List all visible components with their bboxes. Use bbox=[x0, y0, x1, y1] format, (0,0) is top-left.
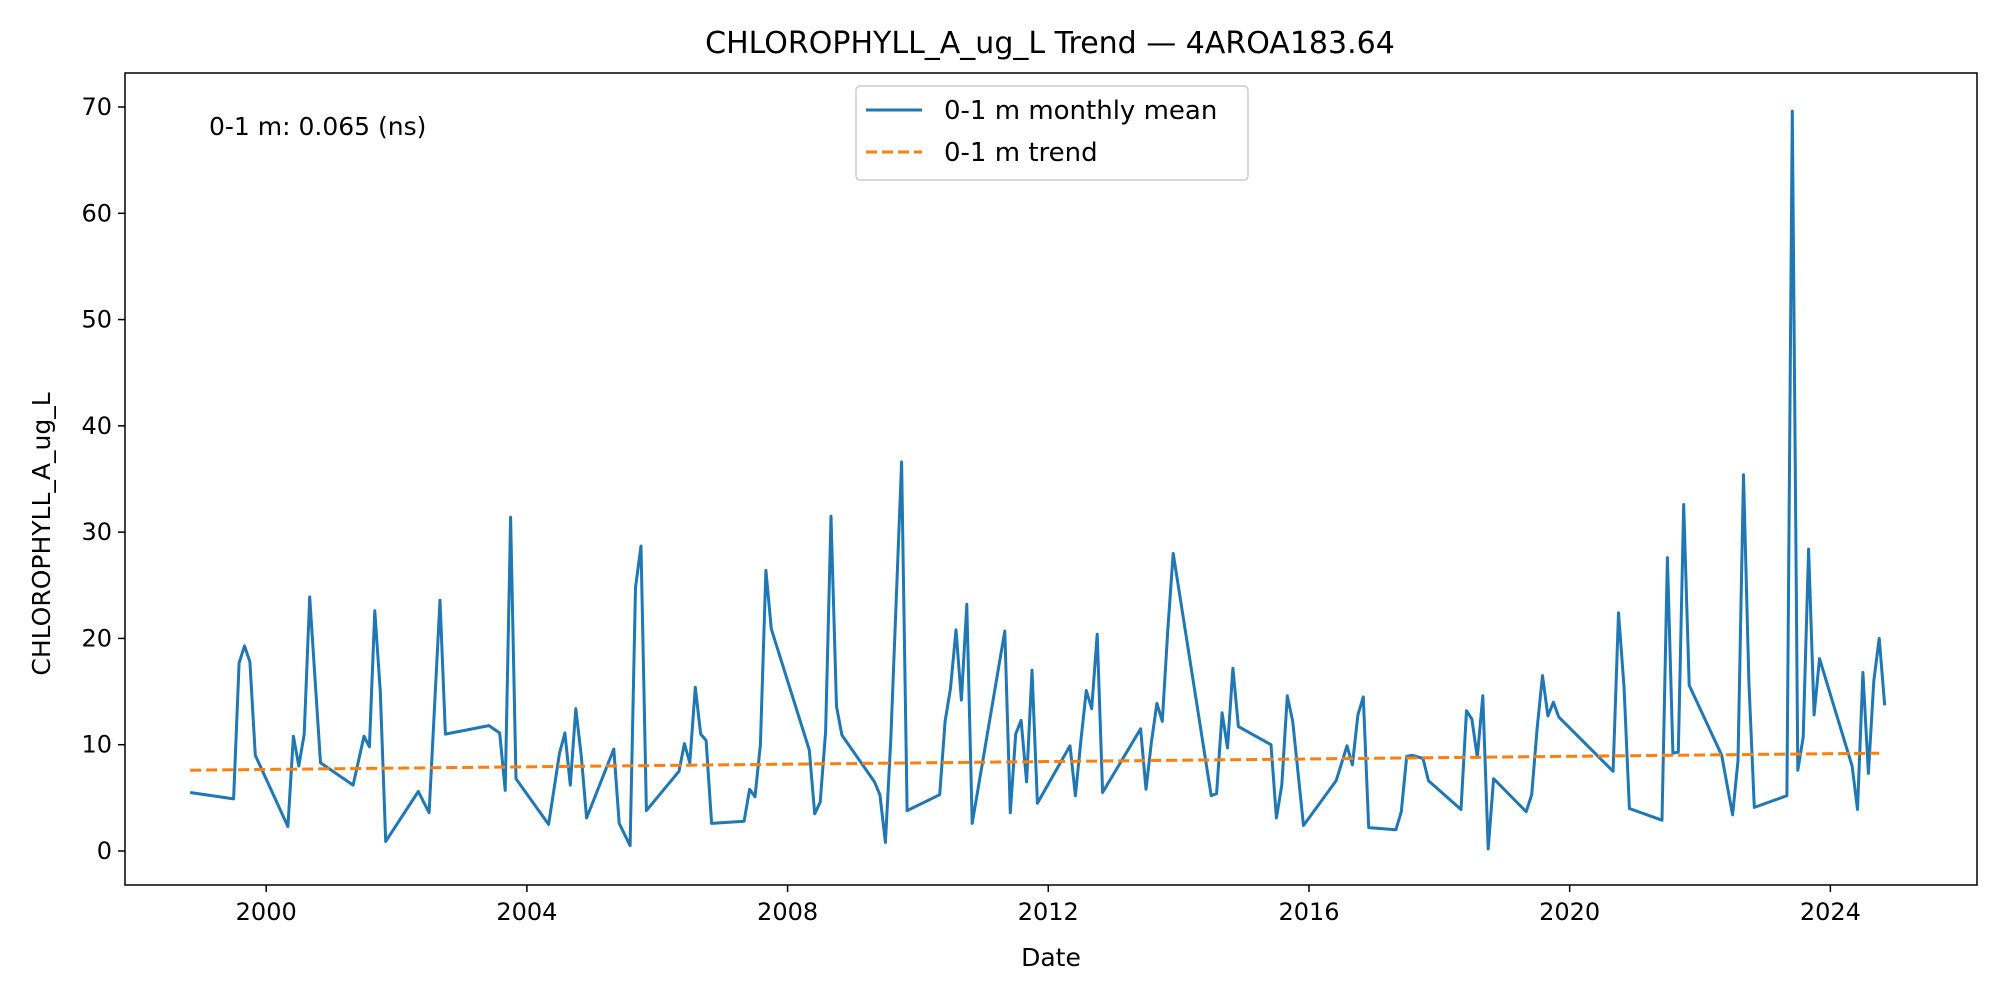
trend-annotation: 0-1 m: 0.065 (ns) bbox=[209, 112, 426, 141]
y-tick-label: 40 bbox=[81, 412, 112, 440]
y-tick-label: 50 bbox=[81, 306, 112, 334]
plot-area: 0 10 20 30 40 50 60 70 2000 2004 2008 2012 2016 2020 2… bbox=[81, 72, 1978, 926]
y-axis-label: CHLOROPHYLL_A_ug_L bbox=[27, 392, 56, 675]
legend-box bbox=[855, 85, 1249, 181]
x-tick-label: 2020 bbox=[1539, 898, 1600, 926]
x-tick-label: 2024 bbox=[1800, 898, 1861, 926]
chart-title: CHLOROPHYLL_A_ug_L Trend — 4AROA183.64 bbox=[705, 26, 1395, 61]
x-tick-label: 2000 bbox=[236, 898, 297, 926]
y-tick-label: 30 bbox=[81, 518, 112, 546]
y-tick-label: 60 bbox=[81, 199, 112, 227]
x-tick-label: 2008 bbox=[757, 898, 818, 926]
x-tick-label: 2016 bbox=[1278, 898, 1339, 926]
axes-frame bbox=[124, 72, 1978, 886]
x-axis-label: Date bbox=[1021, 943, 1081, 972]
series-line-monthly-mean bbox=[189, 109, 1887, 851]
y-tick-label: 0 bbox=[97, 837, 112, 865]
y-tick-label: 70 bbox=[81, 93, 112, 121]
y-tick-label: 20 bbox=[81, 624, 112, 652]
x-tick-label: 2012 bbox=[1018, 898, 1079, 926]
legend-label-monthly-mean: 0-1 m monthly mean bbox=[944, 96, 1217, 126]
x-tick-label: 2004 bbox=[496, 898, 557, 926]
series-line-trend bbox=[190, 751, 1880, 772]
y-tick-label: 10 bbox=[81, 731, 112, 759]
legend-label-trend: 0-1 m trend bbox=[944, 138, 1098, 168]
legend: 0-1 m monthly mean 0-1 m trend bbox=[855, 85, 1249, 181]
